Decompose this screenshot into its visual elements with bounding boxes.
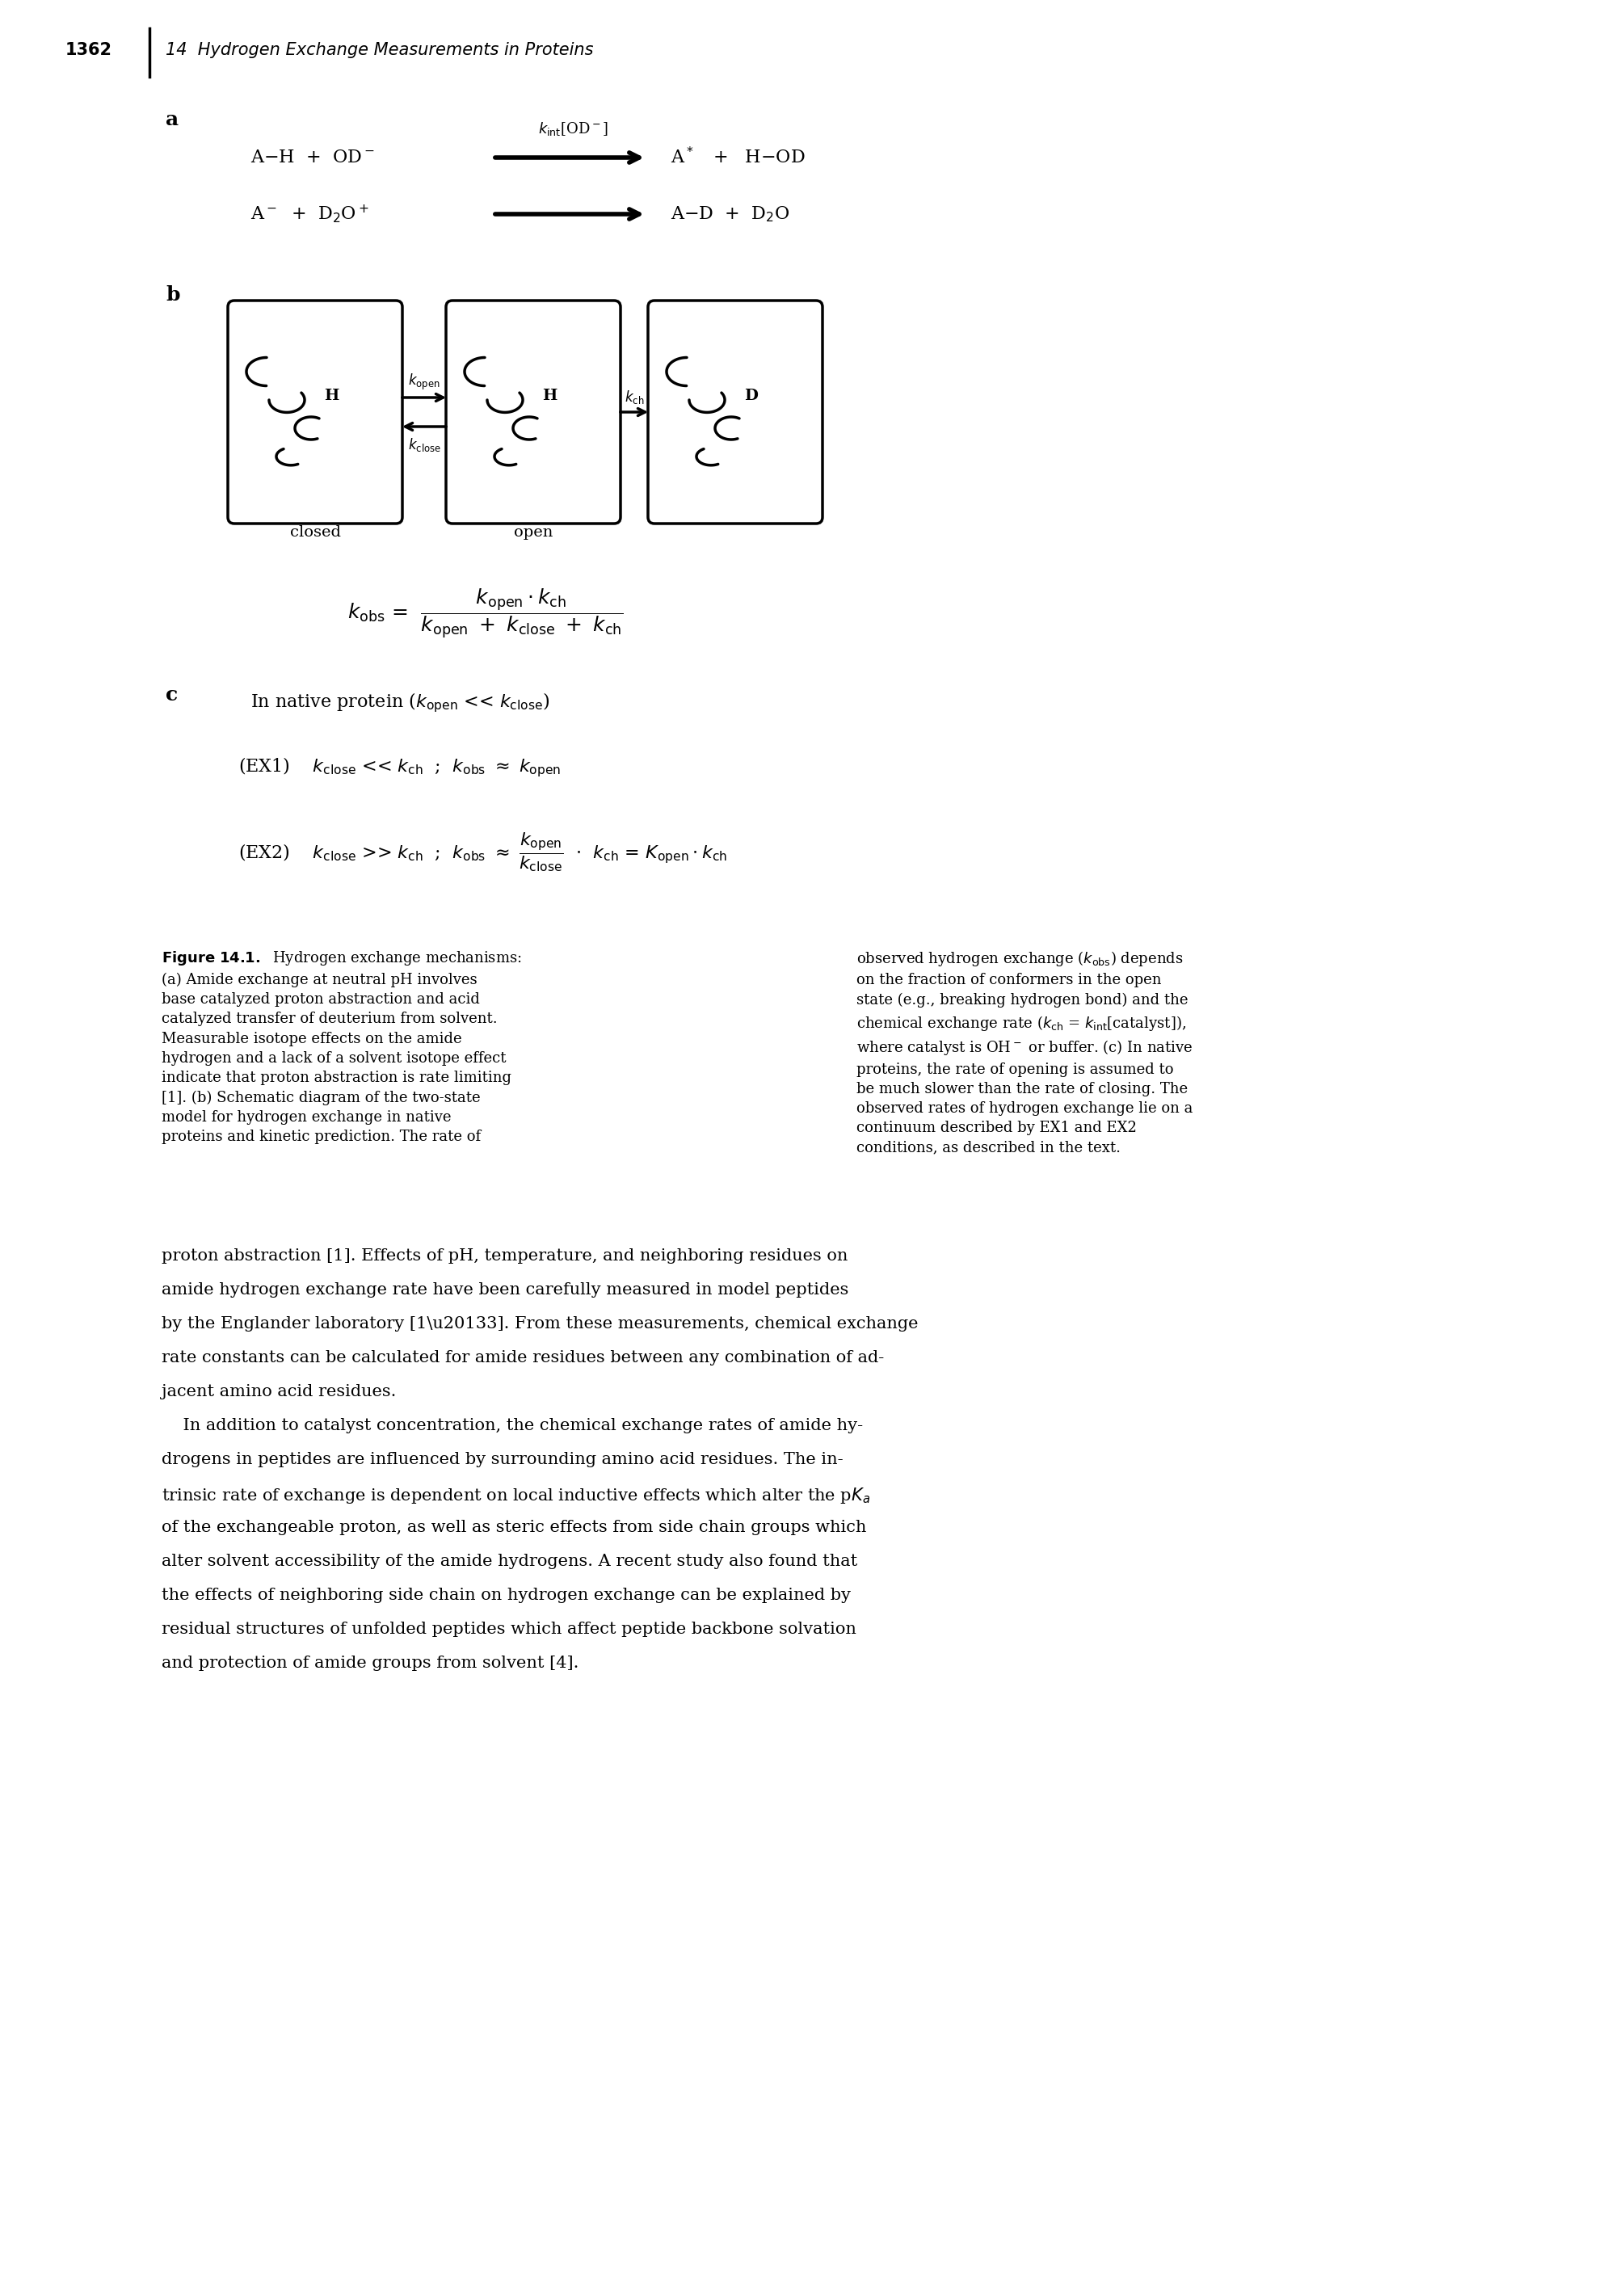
Text: $k_\mathrm{close}$: $k_\mathrm{close}$	[408, 437, 440, 453]
Text: drogens in peptides are influenced by surrounding amino acid residues. The in-: drogens in peptides are influenced by su…	[162, 1451, 843, 1467]
Text: 14  Hydrogen Exchange Measurements in Proteins: 14 Hydrogen Exchange Measurements in Pro…	[166, 41, 593, 57]
Text: residual structures of unfolded peptides which affect peptide backbone solvation: residual structures of unfolded peptides…	[162, 1621, 856, 1637]
Text: A$^-$  +  D$_2$O$^+$: A$^-$ + D$_2$O$^+$	[250, 204, 369, 224]
Text: $\mathbf{Figure\ 14.1.}$  Hydrogen exchange mechanisms:
(a) Amide exchange at ne: $\mathbf{Figure\ 14.1.}$ Hydrogen exchan…	[162, 950, 521, 1144]
Text: 1362: 1362	[65, 41, 112, 57]
FancyBboxPatch shape	[648, 300, 822, 524]
Text: rate constants can be calculated for amide residues between any combination of a: rate constants can be calculated for ami…	[162, 1351, 883, 1367]
Text: $k_\mathrm{int}$[OD$^-$]: $k_\mathrm{int}$[OD$^-$]	[539, 121, 609, 137]
Text: proton abstraction [1]. Effects of pH, temperature, and neighboring residues on: proton abstraction [1]. Effects of pH, t…	[162, 1248, 848, 1264]
Text: open: open	[513, 524, 552, 540]
Text: (EX2)    $k_\mathrm{close}$ >> $k_\mathrm{ch}$  ;  $k_\mathrm{obs}$ $\approx$ $\: (EX2) $k_\mathrm{close}$ >> $k_\mathrm{c…	[239, 831, 728, 874]
Text: jacent amino acid residues.: jacent amino acid residues.	[162, 1385, 396, 1399]
Text: trinsic rate of exchange is dependent on local inductive effects which alter the: trinsic rate of exchange is dependent on…	[162, 1486, 870, 1506]
Text: A$-$D  +  D$_2$O: A$-$D + D$_2$O	[671, 204, 789, 224]
Text: $k_\mathrm{ch}$: $k_\mathrm{ch}$	[624, 389, 645, 405]
Text: $k_\mathrm{open}$: $k_\mathrm{open}$	[408, 373, 440, 391]
Text: In native protein ($k_\mathrm{open}$ << $k_\mathrm{close}$): In native protein ($k_\mathrm{open}$ << …	[250, 691, 551, 714]
Text: amide hydrogen exchange rate have been carefully measured in model peptides: amide hydrogen exchange rate have been c…	[162, 1282, 849, 1298]
FancyBboxPatch shape	[447, 300, 620, 524]
Text: closed: closed	[289, 524, 341, 540]
Text: b: b	[166, 286, 180, 304]
Text: observed hydrogen exchange ($k_\mathrm{obs}$) depends
on the fraction of conform: observed hydrogen exchange ($k_\mathrm{o…	[856, 950, 1194, 1156]
Text: alter solvent accessibility of the amide hydrogens. A recent study also found th: alter solvent accessibility of the amide…	[162, 1554, 857, 1568]
Text: $k_\mathrm{obs}$ =  $\dfrac{k_\mathrm{open}\cdot k_\mathrm{ch}}{k_\mathrm{open}\: $k_\mathrm{obs}$ = $\dfrac{k_\mathrm{ope…	[348, 588, 624, 641]
Text: H: H	[323, 389, 339, 403]
Text: H: H	[542, 389, 557, 403]
Text: of the exchangeable proton, as well as steric effects from side chain groups whi: of the exchangeable proton, as well as s…	[162, 1520, 867, 1536]
Text: the effects of neighboring side chain on hydrogen exchange can be explained by: the effects of neighboring side chain on…	[162, 1589, 851, 1602]
Text: by the Englander laboratory [1\u20133]. From these measurements, chemical exchan: by the Englander laboratory [1\u20133]. …	[162, 1316, 918, 1332]
Text: A$-$H  +  OD$^-$: A$-$H + OD$^-$	[250, 149, 375, 167]
Text: A$^*$   +   H$-$OD: A$^*$ + H$-$OD	[671, 146, 806, 167]
Text: and protection of amide groups from solvent [4].: and protection of amide groups from solv…	[162, 1655, 578, 1671]
Text: D: D	[744, 389, 758, 403]
Text: a: a	[166, 110, 179, 128]
Text: In addition to catalyst concentration, the chemical exchange rates of amide hy-: In addition to catalyst concentration, t…	[162, 1417, 862, 1433]
Text: (EX1)    $k_\mathrm{close}$ << $k_\mathrm{ch}$  ;  $k_\mathrm{obs}$ $\approx$ $k: (EX1) $k_\mathrm{close}$ << $k_\mathrm{c…	[239, 755, 562, 778]
FancyBboxPatch shape	[227, 300, 403, 524]
Text: c: c	[166, 684, 179, 705]
